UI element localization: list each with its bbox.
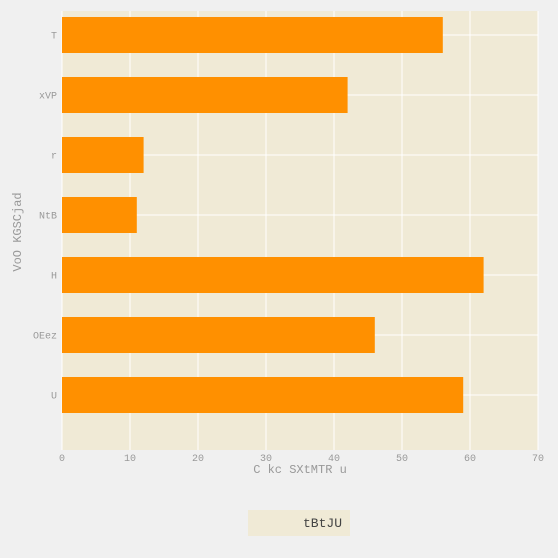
y-tick-label: H	[51, 272, 57, 283]
y-tick-label: r	[51, 152, 57, 163]
bars	[62, 17, 484, 413]
legend-label: tBtJU	[302, 515, 342, 531]
x-tick-label: 20	[192, 454, 204, 465]
x-tick-label: 60	[464, 454, 476, 465]
x-axis-label: C kc SXtMTR u	[253, 463, 347, 477]
x-tick-label: 40	[328, 454, 340, 465]
x-tick-label: 10	[124, 454, 136, 465]
x-tick-label: 70	[532, 454, 544, 465]
y-tick-label: OEez	[33, 332, 57, 343]
y-tick-label: NtB	[39, 212, 57, 223]
x-tick-labels: 0 10 20 30 40 50 60 70	[59, 454, 544, 465]
y-tick-label: U	[51, 392, 57, 403]
bar-NtB	[62, 197, 137, 233]
legend: tBtJU	[248, 510, 350, 536]
x-tick-label: 50	[396, 454, 408, 465]
bar-xVP	[62, 77, 348, 113]
x-tick-label: 0	[59, 454, 65, 465]
bar-r	[62, 137, 144, 173]
y-axis-label: VoO KGSCjad	[11, 192, 25, 271]
y-tick-label: T	[51, 32, 57, 43]
x-tick-label: 30	[260, 454, 272, 465]
bar-OEez	[62, 317, 375, 353]
bar-H	[62, 257, 484, 293]
bar-U	[62, 377, 464, 413]
bar-T	[62, 17, 443, 53]
y-tick-label: xVP	[39, 92, 57, 103]
